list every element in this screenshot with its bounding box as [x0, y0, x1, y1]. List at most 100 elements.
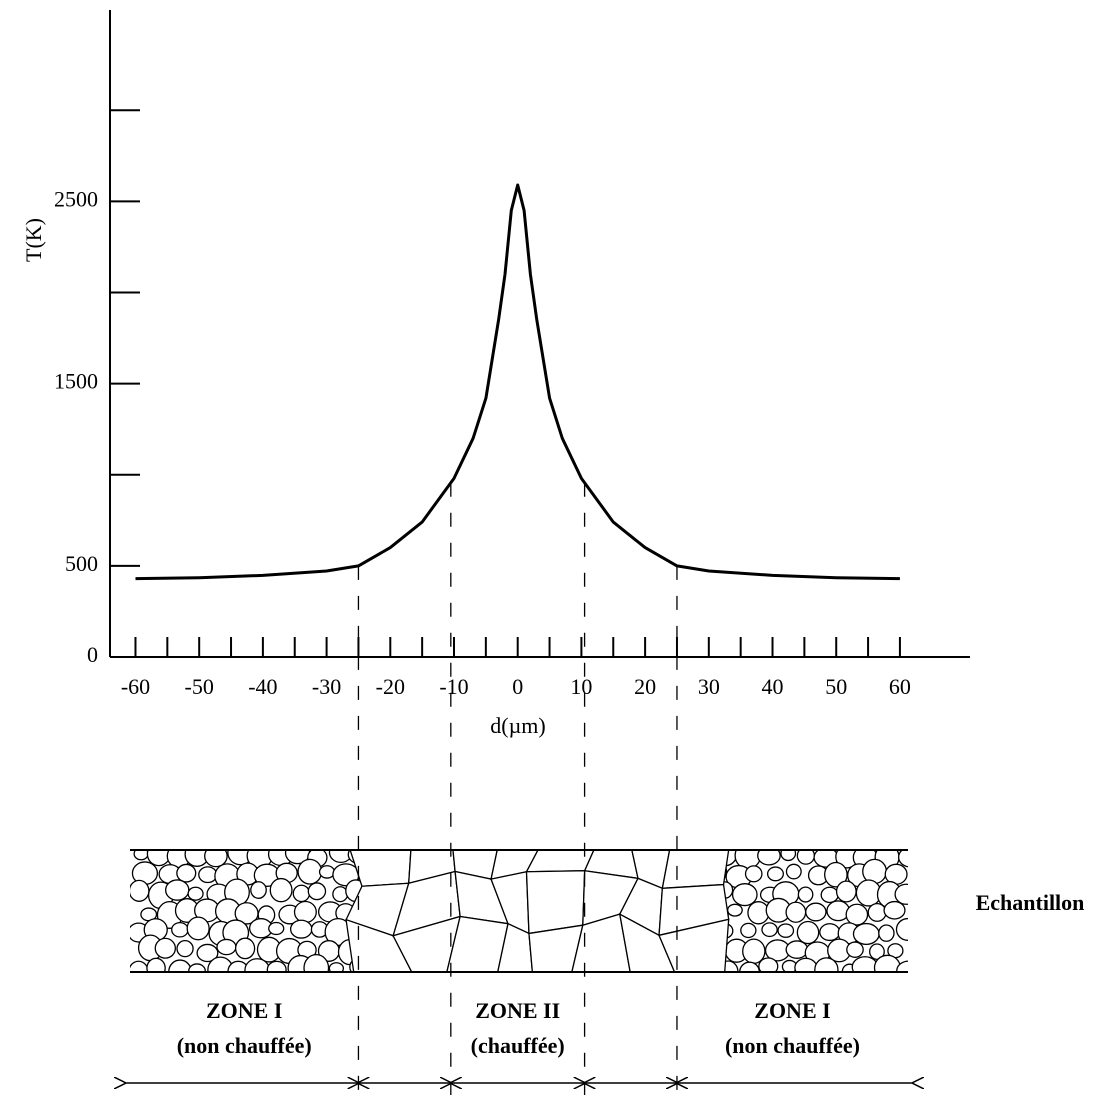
grain: [780, 850, 797, 862]
grain: [171, 921, 189, 938]
grain: [196, 943, 219, 963]
grain: [766, 866, 784, 882]
grain: [165, 879, 190, 901]
grain: [618, 912, 676, 972]
grain: [878, 924, 895, 942]
grain: [777, 923, 795, 938]
y-tick-label: 500: [65, 551, 98, 576]
grain: [794, 957, 818, 972]
x-tick-label: 50: [825, 674, 847, 699]
grain: [146, 957, 166, 972]
x-tick-label: 10: [570, 674, 592, 699]
sample-label: Echantillon: [976, 890, 1085, 915]
zone-title: ZONE I: [754, 998, 830, 1023]
grain: [731, 883, 758, 907]
grain: [797, 886, 814, 903]
grain: [852, 922, 880, 946]
grain: [269, 877, 293, 903]
grain: [528, 924, 584, 972]
grain: [835, 880, 857, 903]
grain: [268, 921, 285, 936]
grain: [130, 879, 150, 902]
grain: [785, 940, 809, 959]
grain: [307, 882, 327, 901]
grain: [204, 850, 228, 868]
grain: [234, 937, 256, 960]
grain: [216, 938, 237, 956]
grain: [176, 863, 197, 883]
zone-subtitle: (non chauffée): [177, 1033, 312, 1058]
grain: [187, 886, 204, 901]
grain: [785, 863, 802, 880]
grain: [744, 865, 763, 883]
x-tick-label: 20: [634, 674, 656, 699]
grain: [186, 916, 210, 941]
grain: [188, 963, 206, 972]
y-axis-label: T(K): [21, 218, 46, 262]
zone-subtitle: (chauffée): [471, 1033, 565, 1058]
x-tick-label: -30: [312, 674, 341, 699]
grain: [525, 870, 586, 935]
x-tick-label: 0: [512, 674, 523, 699]
grain: [328, 962, 345, 972]
grain: [345, 918, 413, 972]
x-tick-label: -10: [439, 674, 468, 699]
grain: [758, 957, 779, 972]
grain: [895, 917, 908, 941]
x-tick-label: -60: [121, 674, 150, 699]
x-tick-label: -40: [248, 674, 277, 699]
grain: [734, 850, 762, 870]
grain: [266, 960, 287, 972]
grain: [869, 943, 885, 960]
grain: [757, 850, 781, 866]
grain: [796, 920, 820, 945]
grain: [250, 881, 267, 899]
zone-subtitle: (non chauffée): [725, 1033, 860, 1058]
grain: [820, 886, 839, 904]
grain: [845, 903, 869, 926]
grain: [661, 850, 730, 890]
grain: [727, 903, 743, 917]
y-tick-label: 1500: [54, 369, 98, 394]
x-tick-label: 30: [698, 674, 720, 699]
x-axis-label: d(µm): [490, 713, 545, 738]
grain: [198, 866, 218, 884]
x-tick-label: -50: [185, 674, 214, 699]
grain: [292, 884, 311, 903]
x-tick-label: -20: [376, 674, 405, 699]
x-tick-label: 40: [762, 674, 784, 699]
grain: [867, 902, 887, 922]
grain: [761, 922, 778, 938]
grain: [154, 937, 177, 959]
grain: [146, 850, 171, 867]
grain: [303, 954, 330, 972]
grain: [497, 922, 534, 972]
grain: [289, 919, 313, 939]
grain: [318, 865, 336, 879]
zone-title: ZONE I: [206, 998, 282, 1023]
sample-grains: [130, 850, 908, 972]
y-tick-label: 2500: [54, 186, 98, 211]
grain: [785, 901, 807, 923]
grain: [571, 913, 631, 972]
grain: [894, 883, 908, 905]
x-tick-label: 60: [889, 674, 911, 699]
grain: [805, 902, 827, 922]
grain: [747, 901, 770, 925]
grain: [392, 915, 462, 972]
grain: [293, 900, 317, 924]
grain: [446, 915, 509, 972]
grain: [297, 858, 323, 885]
grain: [883, 900, 906, 920]
grain: [814, 957, 839, 972]
grain: [873, 954, 901, 972]
grain: [819, 923, 841, 942]
grain: [846, 941, 864, 958]
grain: [897, 850, 908, 868]
grain: [896, 960, 908, 972]
temperature-curve: [135, 183, 900, 581]
zone-title: ZONE II: [475, 998, 560, 1023]
grain: [740, 922, 757, 939]
